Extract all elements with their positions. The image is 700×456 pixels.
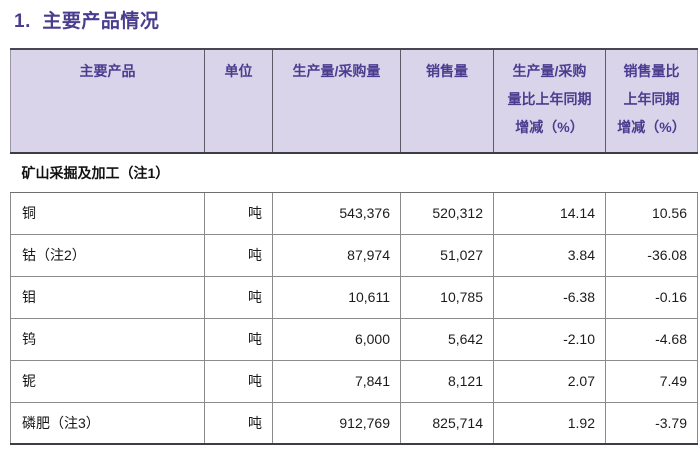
table-row: 钴（注2） 吨 87,974 51,027 3.84 -36.08 xyxy=(10,234,698,277)
cell-sales-yoy: 10.56 xyxy=(605,192,698,235)
cell-production-yoy: 1.92 xyxy=(493,402,606,445)
page-title: 1. 主要产品情况 xyxy=(14,11,160,32)
cell-sales-yoy: -4.68 xyxy=(605,318,698,361)
cell-sales: 10,785 xyxy=(400,276,494,319)
cell-production: 7,841 xyxy=(272,360,401,403)
document-page: 1. 主要产品情况 主要产品 单位 生产量/采购量 销售量 生产量/采购 量比上… xyxy=(0,8,700,456)
cell-unit: 吨 xyxy=(204,360,273,403)
cell-product: 铜 xyxy=(10,192,205,235)
cell-sales-yoy: -36.08 xyxy=(605,234,698,277)
table-header-row: 主要产品 单位 生产量/采购量 销售量 生产量/采购 量比上年同期 增减（%） … xyxy=(10,49,698,154)
column-header-production: 生产量/采购量 xyxy=(272,49,401,154)
table-row: 铌 吨 7,841 8,121 2.07 7.49 xyxy=(10,360,698,403)
cell-product: 铌 xyxy=(10,360,205,403)
cell-production-yoy: -6.38 xyxy=(493,276,606,319)
cell-sales-yoy: 7.49 xyxy=(605,360,698,403)
cell-sales: 825,714 xyxy=(400,402,494,445)
column-header-production-yoy: 生产量/采购 量比上年同期 增减（%） xyxy=(493,49,606,154)
cell-production-yoy: -2.10 xyxy=(493,318,606,361)
cell-unit: 吨 xyxy=(204,192,273,235)
cell-production-yoy: 2.07 xyxy=(493,360,606,403)
main-products-table: 主要产品 单位 生产量/采购量 销售量 生产量/采购 量比上年同期 增减（%） … xyxy=(10,48,698,445)
table-row: 钼 吨 10,611 10,785 -6.38 -0.16 xyxy=(10,276,698,319)
cell-production: 87,974 xyxy=(272,234,401,277)
cell-production-yoy: 3.84 xyxy=(493,234,606,277)
cell-sales: 8,121 xyxy=(400,360,494,403)
cell-product: 钴（注2） xyxy=(10,234,205,277)
table-row: 铜 吨 543,376 520,312 14.14 10.56 xyxy=(10,192,698,235)
cell-production: 912,769 xyxy=(272,402,401,445)
cell-unit: 吨 xyxy=(204,234,273,277)
table-row: 磷肥（注3） 吨 912,769 825,714 1.92 -3.79 xyxy=(10,402,698,445)
cell-product: 钨 xyxy=(10,318,205,361)
cell-product: 磷肥（注3） xyxy=(10,402,205,445)
column-header-sales-yoy: 销售量比 上年同期 增减（%） xyxy=(605,49,698,154)
column-header-sales: 销售量 xyxy=(400,49,494,154)
cell-unit: 吨 xyxy=(204,318,273,361)
column-header-unit: 单位 xyxy=(204,49,273,154)
cell-sales-yoy: -0.16 xyxy=(605,276,698,319)
cell-unit: 吨 xyxy=(204,276,273,319)
column-header-product: 主要产品 xyxy=(10,49,205,154)
cell-production-yoy: 14.14 xyxy=(493,192,606,235)
cell-unit: 吨 xyxy=(204,402,273,445)
cell-sales: 5,642 xyxy=(400,318,494,361)
table-row: 钨 吨 6,000 5,642 -2.10 -4.68 xyxy=(10,318,698,361)
cell-production: 6,000 xyxy=(272,318,401,361)
cell-sales: 520,312 xyxy=(400,192,494,235)
cell-sales: 51,027 xyxy=(400,234,494,277)
cell-production: 543,376 xyxy=(272,192,401,235)
cell-product: 钼 xyxy=(10,276,205,319)
cell-production: 10,611 xyxy=(272,276,401,319)
section-label: 矿山采掘及加工（注1） xyxy=(10,153,698,193)
table-section-row: 矿山采掘及加工（注1） xyxy=(10,153,698,193)
cell-sales-yoy: -3.79 xyxy=(605,402,698,445)
